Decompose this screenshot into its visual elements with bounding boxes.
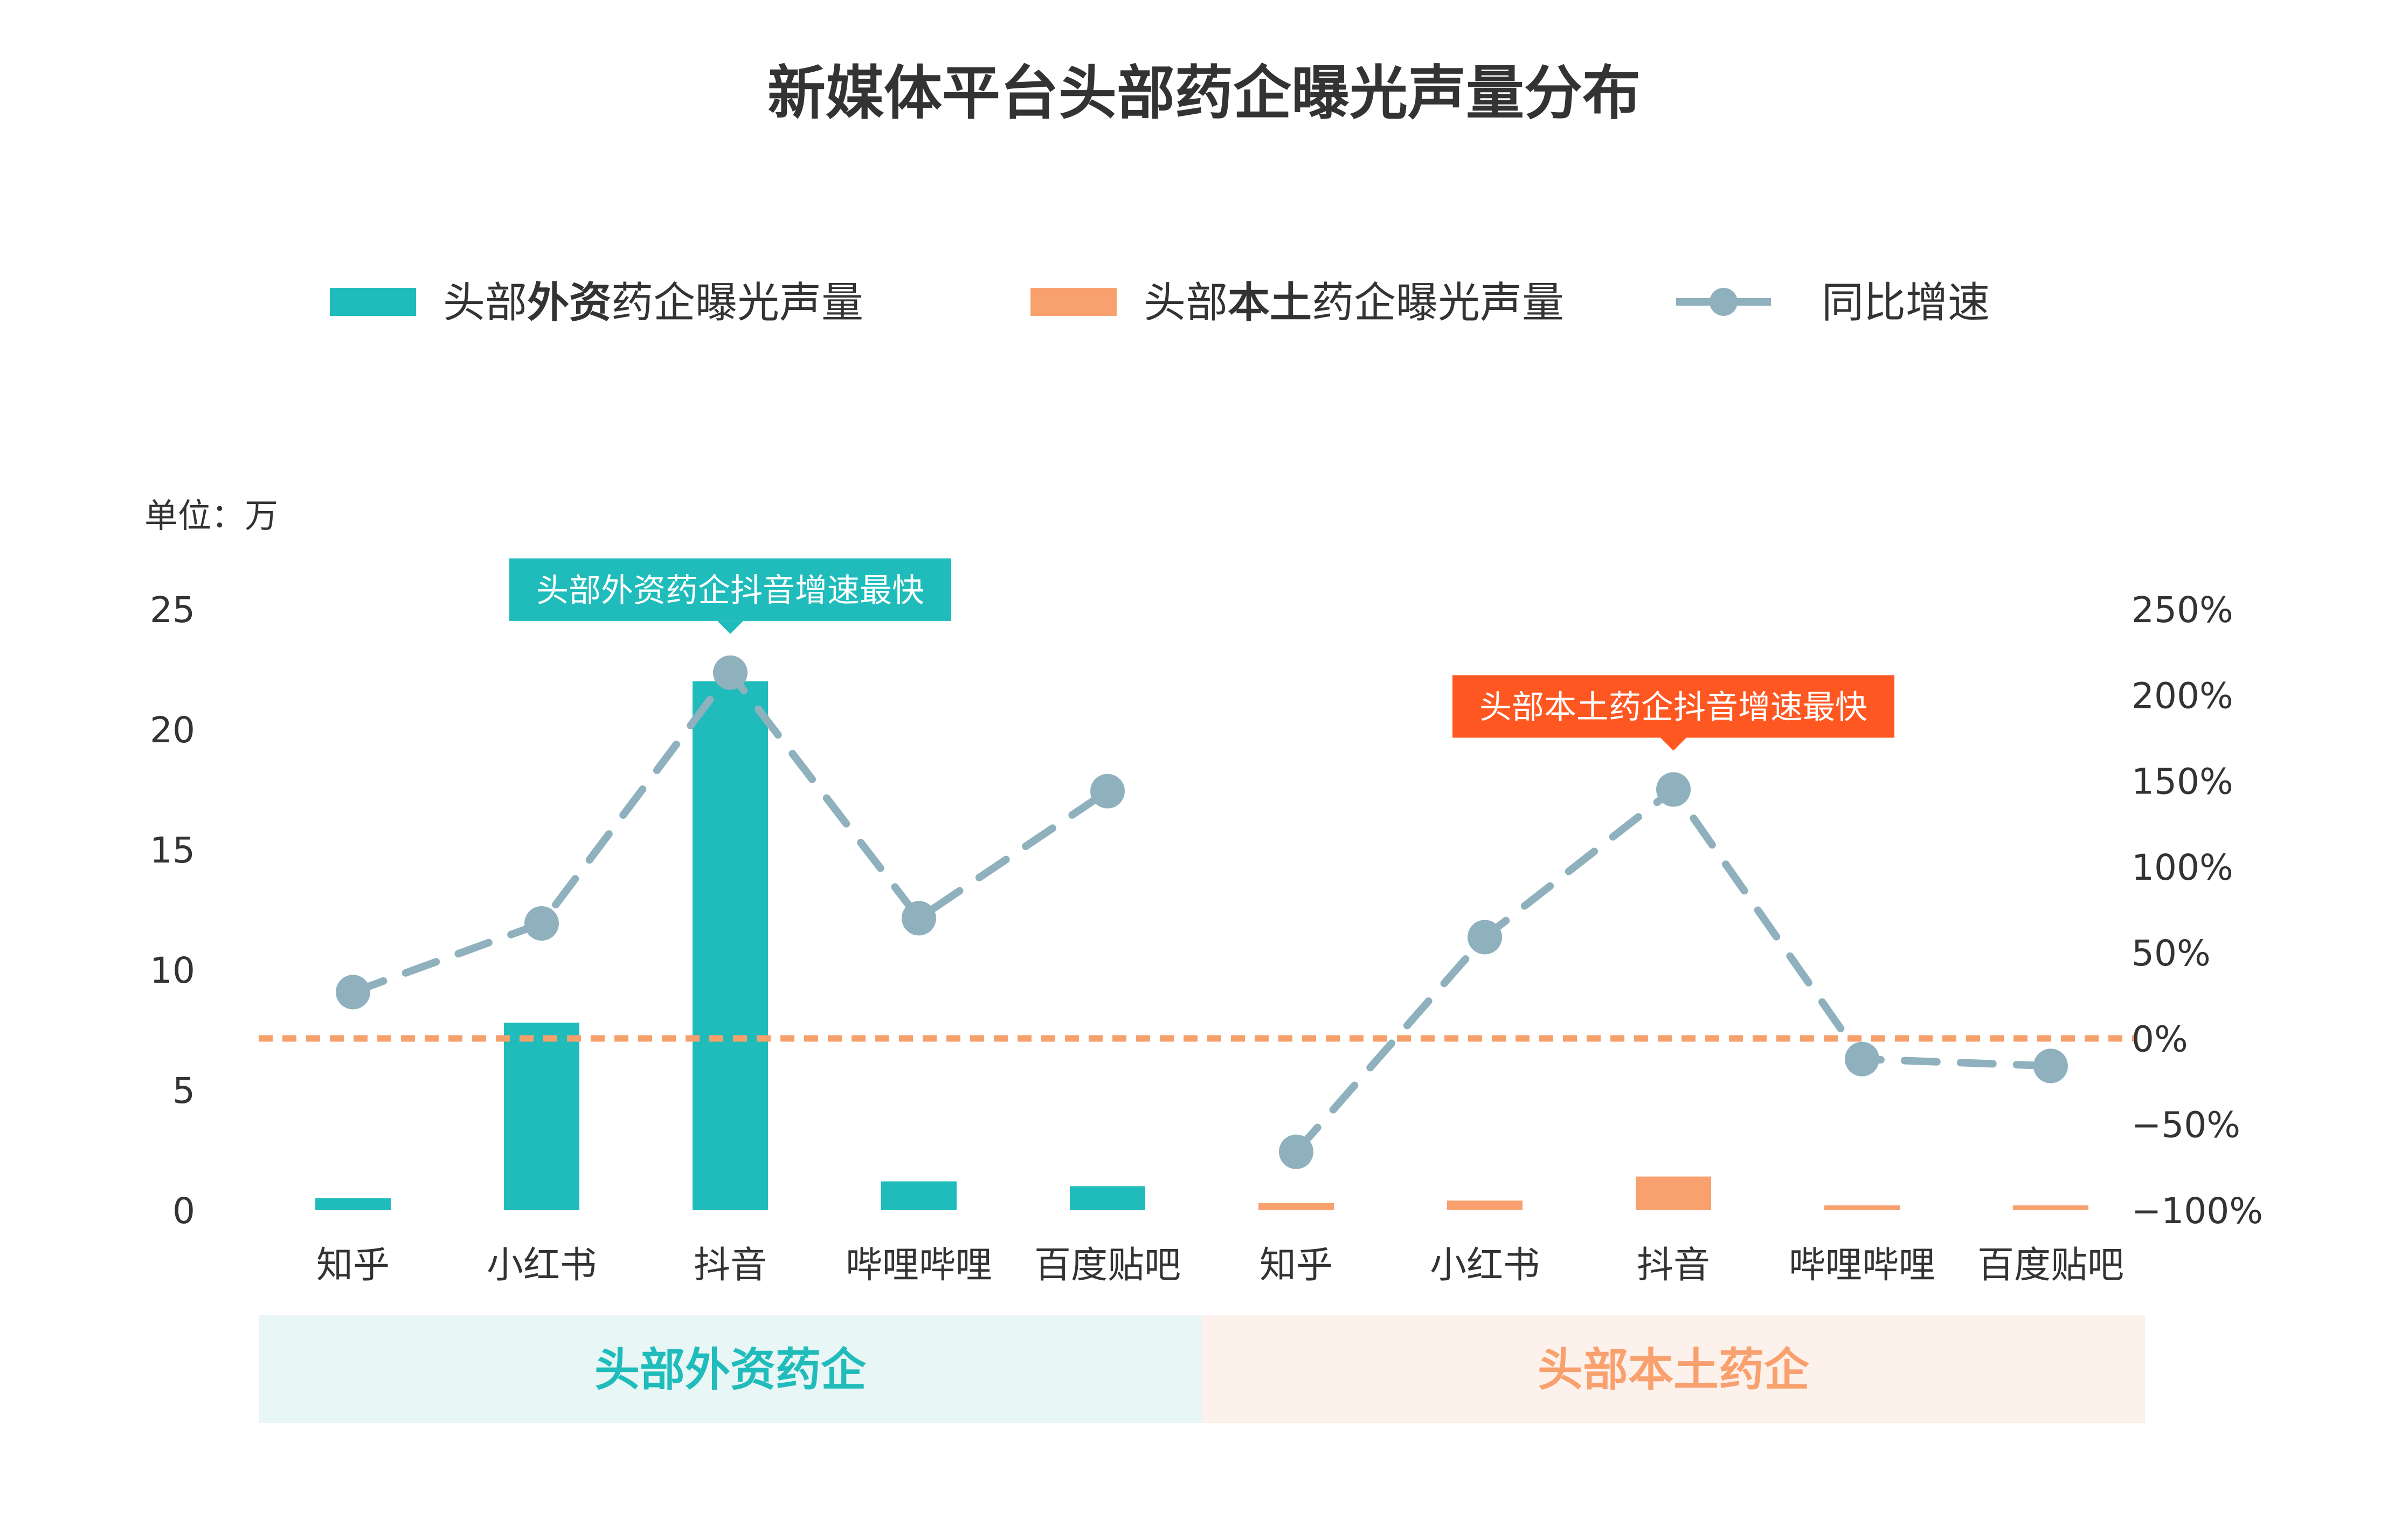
legend-label-0-post: 药企曝光声量 <box>611 279 863 327</box>
legend-label-0-pre: 头部 <box>443 279 527 327</box>
y-axis-right: −100% −50% 0% 50% 100% 150% 200% 250% <box>2132 589 2263 1232</box>
bar-0-4 <box>1070 1186 1145 1210</box>
x-label-1-0: 知乎 <box>1260 1244 1333 1287</box>
growth-point-0-0 <box>336 975 370 1010</box>
growth-point-1-1 <box>1468 920 1502 955</box>
y-right-tick-5: 150% <box>2132 761 2233 803</box>
chart-title: 新媒体平台头部药企曝光声量分布 <box>767 60 1641 127</box>
y-left-tick-2: 10 <box>150 950 195 991</box>
y-right-tick-7: 250% <box>2132 589 2233 631</box>
y-right-tick-3: 50% <box>2132 933 2211 974</box>
growth-line-1 <box>1292 784 2054 1156</box>
x-label-0-0: 知乎 <box>316 1244 390 1287</box>
x-label-1-4: 百度贴吧 <box>1977 1244 2124 1287</box>
y-left-tick-3: 15 <box>150 830 195 871</box>
callout-box-0 <box>509 558 951 621</box>
y-right-tick-0: −100% <box>2132 1190 2263 1232</box>
legend-label-0: 头部外资药企曝光声量 <box>443 279 863 327</box>
legend-label-1: 头部本土药企曝光声量 <box>1144 279 1564 327</box>
y-left-tick-4: 20 <box>150 709 195 751</box>
bar-1-0 <box>1258 1203 1334 1210</box>
legend-label-2-post: 同比增速 <box>1822 279 1990 327</box>
growth-point-0-2 <box>713 655 748 690</box>
y-left-tick-1: 5 <box>172 1070 195 1112</box>
legend-swatch-1 <box>1030 288 1117 316</box>
bar-1-2 <box>1636 1176 1711 1210</box>
legend-dot-2 <box>1710 288 1738 316</box>
x-label-1-3: 哔哩哔哩 <box>1789 1244 1935 1287</box>
y-axis-left: 0 5 10 15 20 25 <box>150 589 195 1232</box>
x-axis-labels: 知乎 小红书 抖音 哔哩哔哩 百度贴吧 知乎 小红书 抖音 哔哩哔哩 百度贴吧 <box>316 1244 2124 1287</box>
y-right-tick-4: 100% <box>2132 847 2233 888</box>
y-right-tick-6: 200% <box>2132 675 2233 716</box>
x-label-0-3: 哔哩哔哩 <box>846 1244 992 1287</box>
callout-pointer-1 <box>1660 737 1686 751</box>
legend-label-1-post: 药企曝光声量 <box>1312 279 1564 327</box>
bar-0-2 <box>693 681 768 1210</box>
y-right-tick-2: 0% <box>2132 1018 2188 1060</box>
bar-0-3 <box>881 1181 957 1210</box>
bar-0-1 <box>504 1023 579 1210</box>
growth-point-1-4 <box>2033 1048 2068 1084</box>
y-left-tick-0: 0 <box>172 1190 195 1232</box>
x-label-1-1: 小红书 <box>1430 1244 1540 1287</box>
growth-point-0-1 <box>524 906 559 941</box>
growth-lines <box>336 655 2068 1169</box>
y-left-tick-5: 25 <box>150 589 195 631</box>
x-label-0-1: 小红书 <box>487 1244 597 1287</box>
growth-point-1-3 <box>1845 1041 1879 1077</box>
y-right-tick-1: −50% <box>2132 1105 2240 1146</box>
callout-box-1 <box>1452 675 1894 738</box>
group-band-0 <box>259 1315 1202 1423</box>
group-band-1 <box>1202 1315 2145 1423</box>
x-label-0-4: 百度贴吧 <box>1034 1244 1181 1287</box>
callout-pointer-0 <box>717 620 743 634</box>
bars <box>315 681 2088 1210</box>
legend-label-2: 同比增速 <box>1822 279 1990 327</box>
x-label-0-2: 抖音 <box>694 1244 767 1287</box>
bar-1-3 <box>1824 1205 1900 1210</box>
legend-label-1-bold: 本土 <box>1228 279 1312 327</box>
legend: 头部外资药企曝光声量 头部本土药企曝光声量 同比增速 <box>330 279 1990 327</box>
group-label-1: 头部本土药企 <box>1538 1343 1810 1396</box>
legend-swatch-0 <box>330 288 416 316</box>
growth-point-1-2 <box>1656 772 1691 807</box>
callout-text-1: 头部本土药企抖音增速最快 <box>1479 689 1867 727</box>
bar-1-4 <box>2013 1205 2088 1210</box>
callout-text-0: 头部外资药企抖音增速最快 <box>536 572 924 610</box>
legend-label-1-pre: 头部 <box>1144 279 1228 327</box>
x-label-1-2: 抖音 <box>1637 1244 1710 1287</box>
legend-label-0-bold: 外资 <box>527 279 611 327</box>
bar-1-1 <box>1447 1200 1523 1210</box>
growth-point-0-4 <box>1090 774 1125 809</box>
growth-point-0-3 <box>902 901 936 936</box>
unit-label: 单位：万 <box>144 496 278 535</box>
group-bands: 头部外资药企 头部本土药企 <box>259 1315 2145 1423</box>
bar-0-0 <box>315 1198 391 1210</box>
growth-point-1-0 <box>1279 1134 1313 1169</box>
group-label-0: 头部外资药企 <box>594 1343 867 1396</box>
